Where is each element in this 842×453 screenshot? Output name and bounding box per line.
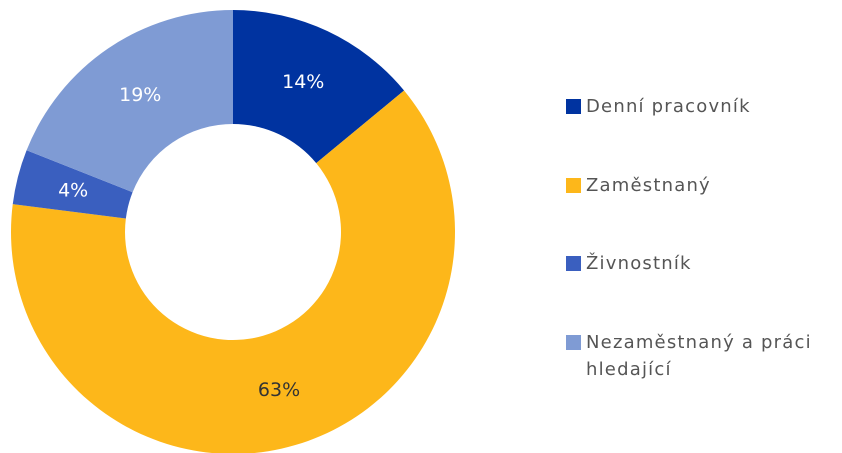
legend-item: Zaměstnaný — [566, 172, 836, 199]
data-label: 63% — [258, 379, 300, 401]
legend-label: Denní pracovník — [586, 96, 751, 117]
legend-label: Živnostník — [586, 253, 692, 274]
legend-swatch — [566, 335, 581, 350]
data-label: 14% — [282, 71, 324, 93]
slice — [233, 10, 405, 164]
legend-label: Zaměstnaný — [586, 175, 711, 196]
legend-item: Denní pracovník — [566, 93, 836, 120]
data-label: 4% — [58, 179, 88, 201]
slice — [26, 10, 234, 193]
data-label: 19% — [119, 84, 161, 106]
slice — [12, 150, 133, 219]
legend-label: Nezaměstnaný a práci hledající — [586, 332, 812, 380]
legend-swatch — [566, 178, 581, 193]
legend-swatch — [566, 99, 581, 114]
slice — [11, 90, 455, 453]
legend-swatch — [566, 256, 581, 271]
legend-item: Nezaměstnaný a práci hledající — [566, 329, 836, 383]
legend-item: Živnostník — [566, 250, 836, 277]
